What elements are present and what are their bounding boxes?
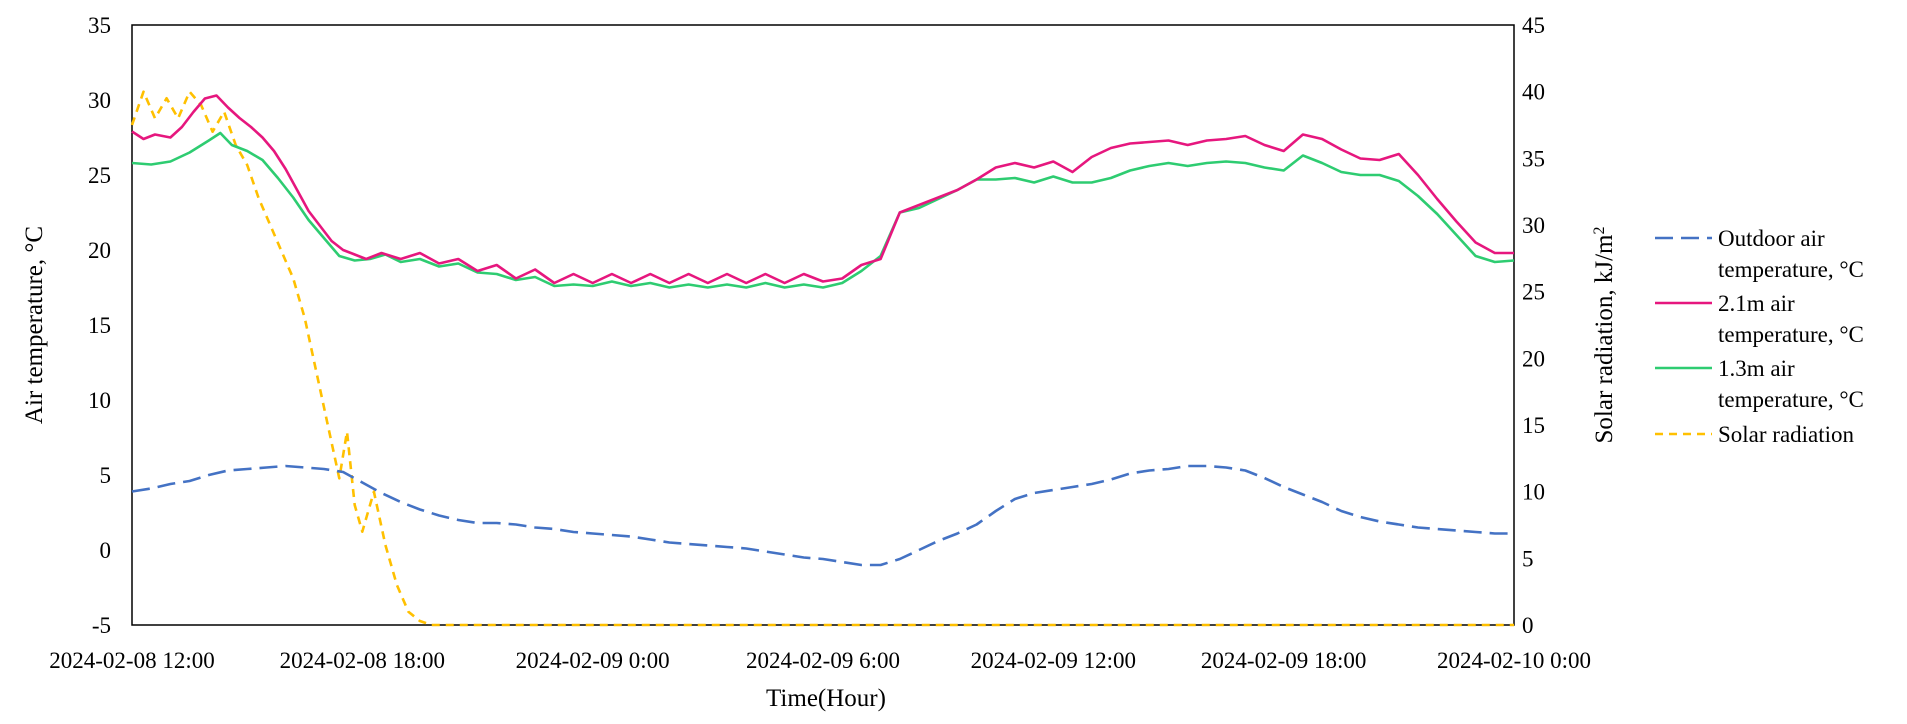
legend-label-1: 2.1m air	[1718, 291, 1795, 316]
legend-label-3: Solar radiation	[1718, 422, 1855, 447]
right-y-tick-label: 5	[1522, 546, 1534, 571]
x-tick-label: 2024-02-08 18:00	[280, 648, 445, 673]
right-y-tick-label: 10	[1522, 480, 1545, 505]
right-y-tick-labels: 45 40 35 30 25 20 15 10 5 0	[1522, 13, 1545, 638]
legend-label-2: temperature, °C	[1718, 387, 1864, 412]
left-y-tick-label: 20	[88, 238, 111, 263]
left-y-tick-label: -5	[92, 613, 111, 638]
y-axis-title-right: Solar radiation, kJ/m2	[1591, 227, 1619, 444]
legend-label-2: 1.3m air	[1718, 356, 1795, 381]
right-y-tick-label: 0	[1522, 613, 1534, 638]
legend-label-1: temperature, °C	[1718, 322, 1864, 347]
series-line-3	[130, 90, 1514, 627]
x-tick-label: 2024-02-09 0:00	[516, 648, 670, 673]
left-y-tick-label: 5	[100, 463, 112, 488]
legend-label-0: Outdoor air	[1718, 226, 1825, 251]
series-line-2	[131, 131, 1515, 289]
series-layer	[130, 90, 1515, 627]
right-y-tick-label: 45	[1522, 13, 1545, 38]
x-tick-label: 2024-02-09 12:00	[971, 648, 1136, 673]
left-y-tick-label: 25	[88, 163, 111, 188]
left-y-tick-label: 15	[88, 313, 111, 338]
left-y-tick-label: 35	[88, 13, 111, 38]
x-axis-title: Time(Hour)	[766, 685, 886, 712]
right-y-tick-label: 35	[1522, 146, 1545, 171]
x-tick-labels: 2024-02-08 12:00 2024-02-08 18:00 2024-02-…	[49, 648, 1591, 673]
left-y-tick-label: 10	[88, 388, 111, 413]
plot-area-frame	[131, 24, 1515, 626]
legend: Outdoor air temperature, °C 2.1m air temper…	[1655, 226, 1864, 447]
left-y-tick-labels: 35 30 25 20 15 10 5 0 -5	[88, 13, 111, 638]
right-y-tick-label: 20	[1522, 346, 1545, 371]
x-tick-label: 2024-02-10 0:00	[1437, 648, 1591, 673]
x-tick-label: 2024-02-09 6:00	[746, 648, 900, 673]
right-y-tick-label: 25	[1522, 280, 1545, 305]
series-line-0	[131, 464, 1514, 567]
x-tick-label: 2024-02-09 18:00	[1201, 648, 1366, 673]
y-axis-title-left: Air temperature, °C	[21, 226, 48, 424]
right-y-tick-label: 30	[1522, 213, 1545, 238]
y-axis-title-right-text: Solar radiation, kJ/m	[1591, 234, 1618, 444]
y-axis-title-right-sup: 2	[1591, 227, 1608, 235]
left-y-tick-label: 30	[88, 88, 111, 113]
x-tick-label: 2024-02-08 12:00	[49, 648, 214, 673]
right-y-tick-label: 40	[1522, 80, 1545, 105]
legend-label-0: temperature, °C	[1718, 257, 1864, 282]
right-y-tick-label: 15	[1522, 413, 1545, 438]
series-line-1	[131, 94, 1514, 285]
left-y-tick-label: 0	[100, 538, 112, 563]
